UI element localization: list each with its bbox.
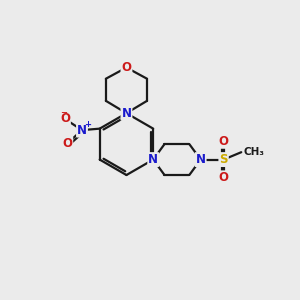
Text: O: O	[219, 171, 229, 184]
Text: +: +	[84, 120, 92, 129]
Text: N: N	[122, 107, 131, 120]
Text: N: N	[77, 124, 87, 136]
Text: CH₃: CH₃	[244, 147, 265, 157]
Text: O: O	[122, 61, 131, 74]
Text: O: O	[62, 137, 72, 150]
Text: −: −	[60, 108, 67, 117]
Text: S: S	[219, 153, 228, 166]
Text: O: O	[60, 112, 70, 125]
Text: O: O	[219, 135, 229, 148]
Text: N: N	[196, 153, 206, 166]
Text: N: N	[148, 153, 158, 166]
